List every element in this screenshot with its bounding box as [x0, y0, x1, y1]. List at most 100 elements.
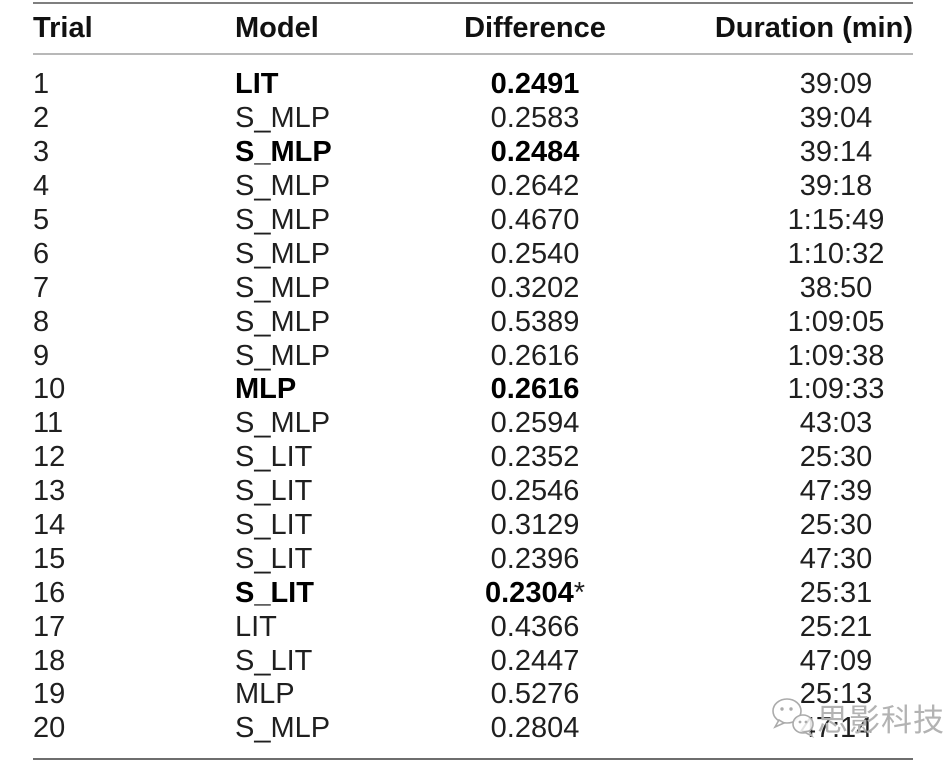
trial-cell: 10: [33, 373, 66, 406]
difference-value: 0.2583: [490, 102, 580, 135]
duration-cell: 47:14: [799, 712, 873, 745]
table-row: 14 S_LIT 0.3129 25:30: [33, 509, 913, 543]
difference-value: 0.2352: [490, 441, 580, 474]
trial-cell: 4: [33, 170, 50, 203]
difference-value: 0.5389: [490, 305, 580, 338]
model-cell: S_MLP: [235, 204, 331, 236]
difference-cell: 0.2396: [390, 542, 680, 576]
difference-value: 0.2642: [490, 170, 580, 203]
model-cell: S_MLP: [235, 407, 331, 440]
duration-cell: 47:30: [799, 542, 873, 575]
model-cell: S_LIT: [235, 576, 314, 609]
trial-cell: 3: [33, 136, 50, 169]
duration-cell: 1:10:32: [787, 237, 885, 270]
trial-cell: 6: [33, 237, 50, 270]
duration-cell: 25:31: [799, 576, 873, 609]
duration-cell: 25:13: [799, 678, 873, 711]
model-cell: LIT: [235, 68, 279, 101]
column-header-model: Model: [235, 3, 390, 55]
difference-value: 0.2594: [490, 407, 580, 440]
trial-cell: 1: [33, 68, 50, 101]
difference-cell: 0.2804: [390, 712, 680, 759]
table-header: Trial Model Difference Duration (min): [33, 3, 913, 55]
model-cell: S_LIT: [235, 542, 313, 575]
duration-cell: 25:30: [799, 509, 873, 542]
difference-cell: 0.2491: [390, 54, 680, 102]
table-row: 6 S_MLP 0.2540 1:10:32: [33, 237, 913, 271]
significance-asterisk: *: [573, 576, 585, 609]
difference-value: 0.3129: [490, 509, 580, 542]
difference-cell: 0.2540: [390, 237, 680, 271]
trial-cell: 16: [33, 576, 66, 609]
difference-value: 0.2484: [490, 136, 580, 169]
table-row: 18 S_LIT 0.2447 47:09: [33, 644, 913, 678]
difference-cell: 0.2546: [390, 475, 680, 509]
model-cell: S_MLP: [235, 136, 332, 169]
model-cell: S_MLP: [235, 102, 331, 135]
duration-cell: 25:30: [799, 441, 873, 474]
difference-value: 0.2804: [490, 712, 580, 745]
model-cell: S_LIT: [235, 644, 313, 677]
difference-value: 0.2540: [490, 237, 580, 270]
trial-cell: 17: [33, 610, 66, 643]
difference-cell: 0.2352: [390, 441, 680, 475]
difference-value: 0.2447: [490, 644, 580, 677]
difference-value: 0.4366: [490, 610, 580, 643]
table-row: 4 S_MLP 0.2642 39:18: [33, 170, 913, 204]
trial-cell: 18: [33, 644, 66, 677]
duration-cell: 39:09: [799, 68, 873, 101]
model-cell: S_MLP: [235, 305, 331, 338]
difference-value: 0.2396: [490, 542, 580, 575]
table-row: 7 S_MLP 0.3202 38:50: [33, 271, 913, 305]
model-cell: S_MLP: [235, 712, 331, 745]
duration-cell: 1:09:33: [787, 373, 885, 406]
table-row: 8 S_MLP 0.5389 1:09:05: [33, 305, 913, 339]
difference-value: 0.2546: [490, 475, 580, 508]
column-header-duration: Duration (min): [680, 3, 913, 55]
trial-cell: 5: [33, 204, 50, 236]
duration-cell: 39:14: [799, 136, 873, 169]
model-cell: S_MLP: [235, 339, 331, 372]
duration-cell: 1:09:38: [787, 339, 885, 372]
trial-cell: 15: [33, 542, 66, 575]
results-table: Trial Model Difference Duration (min) 1 …: [33, 2, 913, 760]
difference-value: 0.2616: [490, 373, 580, 406]
trial-cell: 2: [33, 102, 50, 135]
difference-cell: 0.5389: [390, 305, 680, 339]
difference-cell: 0.3129: [390, 509, 680, 543]
difference-value: 0.2491: [490, 68, 580, 101]
difference-value: 0.2304: [485, 576, 574, 609]
model-cell: S_LIT: [235, 475, 313, 508]
duration-cell: 39:04: [799, 102, 873, 135]
difference-cell: 0.2304*: [390, 576, 680, 610]
model-cell: S_MLP: [235, 271, 331, 304]
difference-cell: 0.2447: [390, 644, 680, 678]
table-row: 9 S_MLP 0.2616 1:09:38: [33, 339, 913, 373]
table-row: 2 S_MLP 0.2583 39:04: [33, 102, 913, 136]
difference-cell: 0.2484: [390, 136, 680, 170]
trial-cell: 7: [33, 271, 50, 304]
header-row: Trial Model Difference Duration (min): [33, 3, 913, 55]
difference-cell: 0.2594: [390, 407, 680, 441]
table-row: 17 LIT 0.4366 25:21: [33, 610, 913, 644]
difference-cell: 0.2616: [390, 339, 680, 373]
table-row: 10 MLP 0.2616 1:09:33: [33, 373, 913, 407]
difference-value: 0.5276: [490, 678, 580, 711]
difference-cell: 0.4366: [390, 610, 680, 644]
table-row: 20 S_MLP 0.2804 47:14: [33, 712, 913, 759]
difference-cell: 0.2642: [390, 170, 680, 204]
trial-cell: 12: [33, 441, 66, 474]
difference-cell: 0.5276: [390, 678, 680, 712]
column-header-difference: Difference: [390, 3, 680, 55]
column-header-trial: Trial: [33, 3, 235, 55]
trial-cell: 19: [33, 678, 66, 711]
difference-cell: 0.3202: [390, 271, 680, 305]
difference-cell: 0.2583: [390, 102, 680, 136]
table-row: 13 S_LIT 0.2546 47:39: [33, 475, 913, 509]
duration-cell: 47:39: [799, 475, 873, 508]
model-cell: S_MLP: [235, 170, 331, 203]
model-cell: S_LIT: [235, 441, 313, 474]
difference-cell: 0.4670: [390, 204, 680, 238]
trial-cell: 20: [33, 712, 66, 745]
